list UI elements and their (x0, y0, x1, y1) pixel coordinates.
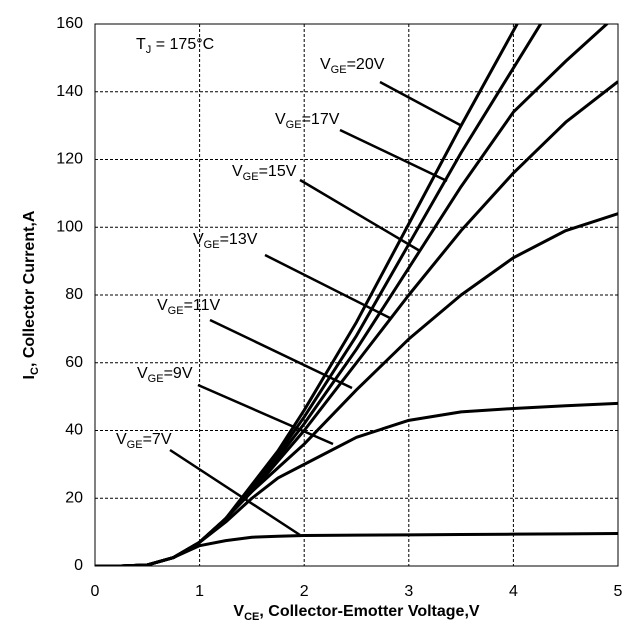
leader-line (197, 383, 334, 446)
x-tick-label: 0 (91, 583, 100, 600)
series-line (95, 24, 519, 566)
legend-label-main: V (157, 297, 168, 314)
annotation-main: T (136, 36, 146, 53)
legend-label: VGE=9V (137, 365, 193, 385)
x-axis-label-rest: , Collector-Emotter Voltage,V (259, 603, 480, 620)
legend-label-sub: GE (127, 439, 143, 451)
series-line (95, 24, 610, 566)
x-axis-label: VCE, Collector-Emotter Voltage,V (233, 603, 479, 623)
x-tick-label: 4 (509, 583, 518, 600)
legend-label-main: V (275, 111, 286, 128)
annotation: TJ = 175°C (136, 36, 214, 56)
y-axis-label-rest: , Collector Current,A (21, 210, 38, 367)
legend-label: VGE=15V (232, 163, 297, 183)
series-line (95, 531, 618, 566)
legend-label-rest: =13V (220, 231, 258, 248)
y-tick-label: 140 (56, 83, 83, 100)
x-tick-label: 1 (195, 583, 204, 600)
legend-label: VGE=17V (275, 111, 340, 131)
leader-line (379, 80, 463, 128)
legend-label-main: V (116, 431, 127, 448)
y-tick-label: 60 (65, 354, 83, 371)
leader-line (339, 128, 448, 183)
legend-label-main: V (320, 56, 331, 73)
x-axis-label-sub: CE (244, 611, 259, 623)
legend-label-rest: =20V (347, 56, 385, 73)
legend-label-main: V (193, 231, 204, 248)
legend-label-sub: GE (243, 171, 259, 183)
series-line (95, 401, 618, 566)
annotation-sub: J (146, 44, 152, 56)
legend-label-sub: GE (148, 373, 164, 385)
leader-line (299, 178, 421, 253)
y-tick-label: 120 (56, 151, 83, 168)
legend-label: VGE=7V (116, 431, 172, 451)
x-axis-label-main: V (233, 603, 244, 620)
legend-label: VGE=11V (157, 297, 221, 317)
legend-label-rest: =9V (164, 365, 193, 382)
legend-label-main: V (137, 365, 148, 382)
legend-label-sub: GE (168, 305, 184, 317)
legend-label: VGE=13V (193, 231, 258, 251)
y-axis-label-sub: C (29, 367, 41, 375)
y-axis-label-main: I (21, 375, 38, 379)
y-tick-label: 160 (56, 15, 83, 32)
y-tick-label: 0 (74, 557, 83, 574)
legend-label-sub: GE (286, 119, 302, 131)
y-tick-label: 80 (65, 286, 83, 303)
y-tick-label: 40 (65, 422, 83, 439)
y-tick-label: 20 (65, 489, 83, 506)
legend-label-rest: =7V (143, 431, 172, 448)
x-tick-label: 2 (300, 583, 309, 600)
legend-label-sub: GE (204, 239, 220, 251)
leader-line (209, 318, 353, 390)
legend-label-rest: =15V (259, 163, 297, 180)
legend-label-rest: =17V (302, 111, 340, 128)
leader-line (264, 253, 391, 320)
legend-label-main: V (232, 163, 243, 180)
leader-line (169, 448, 301, 537)
legend-label-rest: =11V (184, 297, 221, 314)
legend-label: VGE=20V (320, 56, 385, 76)
y-tick-label: 100 (56, 218, 83, 235)
x-tick-label: 3 (404, 583, 413, 600)
annotation-rest: = 175°C (151, 36, 214, 53)
y-axis-label: IC, Collector Current,A (21, 210, 41, 379)
x-tick-label: 5 (614, 583, 623, 600)
series-line (95, 212, 618, 566)
legend-label-sub: GE (331, 64, 347, 76)
